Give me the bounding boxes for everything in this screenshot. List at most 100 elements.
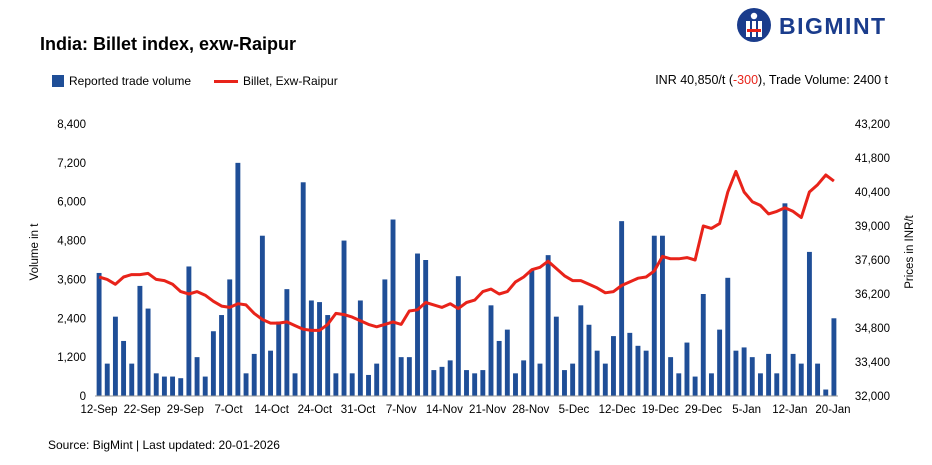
y-tick-label: 0 [80,391,86,403]
volume-bar [782,203,788,396]
volume-bar [284,289,290,396]
volume-bar [357,300,363,396]
price-summary-prefix: INR 40,850/t ( [655,73,734,87]
y-tick-label: 3,600 [57,274,86,286]
y2-axis-title: Prices in INR/t [904,214,916,288]
y2-tick-label: 39,000 [855,221,890,233]
volume-bar [798,363,804,396]
x-tick-label: 12-Dec [599,404,636,416]
y-tick-label: 7,200 [57,158,86,170]
legend-item-volume: Reported trade volume [52,74,191,88]
volume-bar [243,373,249,396]
x-tick-label: 31-Oct [341,404,376,416]
x-tick-label: 12-Jan [772,404,807,416]
volume-bar [455,276,461,396]
volume-bar [341,240,347,396]
volume-bar [129,363,135,396]
price-summary: INR 40,850/t (-300), Trade Volume: 2400 … [655,73,888,87]
volume-bar [806,251,812,396]
price-line [98,169,835,332]
y2-tick-label: 41,800 [855,153,890,165]
volume-bar [676,373,682,396]
volume-bar [235,162,241,396]
x-tick-label: 5-Dec [559,404,590,416]
y2-tick-label: 43,200 [855,119,890,131]
price-summary-suffix: ), Trade Volume: 2400 t [758,73,888,87]
legend-label-volume: Reported trade volume [69,74,192,88]
volume-bar [349,373,355,396]
volume-bar [259,235,265,396]
x-tick-label: 29-Dec [685,404,722,416]
volume-bar [317,302,322,396]
y-tick-label: 2,400 [57,313,86,325]
y2-tick-label: 36,200 [855,289,890,301]
volume-bar [300,182,306,396]
volume-bar [545,255,551,396]
volume-bar [660,235,665,396]
volume-bar [194,357,200,396]
volume-bar [611,336,616,396]
volume-bar [210,331,216,396]
volume-bar [529,269,535,396]
x-tick-label: 28-Nov [512,404,549,416]
volume-bar [308,300,314,396]
bigmint-logo-text: BIGMINT [779,13,887,39]
volume-bar [513,373,518,396]
volume-bar [651,235,657,396]
volume-bar [586,324,592,396]
volume-bar [790,353,796,396]
bigmint-logo-icon [737,8,771,42]
volume-bar [202,376,208,396]
volume-bar [96,272,102,396]
x-axis-ticks: 12-Sep 22-Sep 29-Sep 7-Oct 14-Oct 24-Oct 31-Oc… [80,404,850,416]
x-tick-label: 7-Nov [386,404,417,416]
volume-bar [757,373,763,396]
x-tick-label: 7-Oct [214,404,243,416]
volume-bar [423,260,429,396]
x-tick-label: 29-Sep [167,404,204,416]
volume-bar [153,373,159,396]
volume-bar [717,329,723,396]
volume-bar [112,316,118,396]
volume-bar [488,305,494,396]
volume-bar [186,266,192,396]
volume-bar [333,373,339,396]
volume-bar [292,373,298,396]
y-tick-label: 4,800 [57,236,86,248]
volume-bar [178,378,184,396]
y-axis-title: Volume in t [29,223,41,281]
x-tick-label: 21-Nov [469,404,506,416]
volume-bar [774,373,780,396]
volume-bar [382,279,388,396]
volume-bar [447,360,453,396]
y-tick-label: 6,000 [57,197,86,209]
volume-bar [521,360,527,396]
x-tick-label: 12-Sep [80,404,117,416]
volume-bar [390,219,396,396]
price-line-group [98,169,835,332]
y2-tick-label: 33,400 [855,357,890,369]
volume-bar [725,277,731,396]
y-tick-label: 8,400 [57,119,86,131]
y2-tick-label: 40,400 [855,187,890,199]
x-tick-label: 20-Jan [815,404,850,416]
right-axis-ticks: 32,000 33,400 34,800 36,200 37,600 39,000 40,4… [855,119,890,403]
volume-bar [325,315,331,396]
volume-bar [700,294,706,396]
volume-bar [137,285,143,396]
volume-bar [480,370,486,396]
volume-bar [464,370,469,396]
volume-bar [684,342,690,396]
price-change: -300 [733,73,759,87]
legend-label-billet: Billet, Exw-Raipur [243,74,338,88]
volume-bar [602,363,608,396]
y2-tick-label: 34,800 [855,323,890,335]
volume-bar [276,321,282,396]
y2-tick-label: 37,600 [855,255,890,267]
volume-bar [374,363,380,396]
volume-bar [431,370,437,396]
source-note: Source: BigMint | Last updated: 20-01-20… [48,438,280,452]
volume-bar [668,357,674,396]
volume-bar [472,373,478,396]
